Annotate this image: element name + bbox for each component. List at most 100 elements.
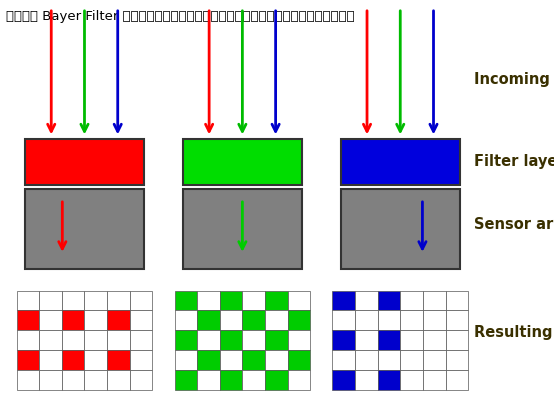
Bar [183,139,302,185]
Bar [243,291,265,310]
Bar [423,330,445,350]
Bar [265,291,288,310]
Bar [378,291,400,310]
Bar [445,310,468,330]
Bar [265,330,288,350]
Bar [197,291,220,310]
Bar [175,310,197,330]
Bar [445,370,468,390]
Bar [107,350,130,370]
Text: Incoming light: Incoming light [474,72,554,87]
Bar [130,330,152,350]
Text: Filter layer: Filter layer [474,154,554,169]
Text: Sensor array: Sensor array [474,217,554,232]
Bar [84,310,107,330]
Bar [17,350,39,370]
Bar [400,310,423,330]
Bar [265,370,288,390]
Bar [288,350,310,370]
Bar [62,310,84,330]
Bar [378,330,400,350]
Bar [445,330,468,350]
Bar [130,291,152,310]
Bar [130,350,152,370]
Bar [220,330,243,350]
Bar [183,189,302,269]
Bar [341,139,460,185]
Bar [220,291,243,310]
Bar [84,350,107,370]
Bar [355,310,378,330]
Bar [288,310,310,330]
Bar [175,330,197,350]
Bar [288,291,310,310]
Bar [400,291,423,310]
Bar [378,310,400,330]
Bar [84,330,107,350]
Bar [197,370,220,390]
Bar [107,310,130,330]
Bar [17,291,39,310]
Bar [62,370,84,390]
Bar [62,350,84,370]
Bar [107,330,130,350]
Bar [288,370,310,390]
Bar [423,310,445,330]
Bar [84,291,107,310]
Bar [39,291,62,310]
Bar [39,370,62,390]
Bar [25,189,144,269]
Text: 光源经过 Bayer Filter 后的发生的情况，只有特定颜色的光可以穿过相应颜色的滤波器。: 光源经过 Bayer Filter 后的发生的情况，只有特定颜色的光可以穿过相应… [6,10,354,23]
Bar [39,350,62,370]
Bar [243,370,265,390]
Bar [355,370,378,390]
Bar [423,291,445,310]
Bar [107,370,130,390]
Bar [332,370,355,390]
Bar [400,350,423,370]
Bar [197,330,220,350]
Bar [378,350,400,370]
Bar [243,350,265,370]
Bar [400,370,423,390]
Bar [17,310,39,330]
Bar [130,370,152,390]
Bar [197,310,220,330]
Bar [175,370,197,390]
Bar [39,310,62,330]
Bar [243,310,265,330]
Bar [332,330,355,350]
Bar [265,350,288,370]
Bar [423,370,445,390]
Bar [62,291,84,310]
Bar [378,370,400,390]
Bar [17,330,39,350]
Bar [220,370,243,390]
Bar [220,310,243,330]
Bar [288,330,310,350]
Bar [445,350,468,370]
Bar [25,139,144,185]
Bar [332,310,355,330]
Bar [355,330,378,350]
Bar [423,350,445,370]
Bar [355,291,378,310]
Bar [62,330,84,350]
Bar [332,350,355,370]
Bar [445,291,468,310]
Bar [355,350,378,370]
Bar [84,370,107,390]
Bar [197,350,220,370]
Text: Resulting pattern: Resulting pattern [474,325,554,340]
Bar [265,310,288,330]
Bar [332,291,355,310]
Bar [17,370,39,390]
Bar [175,350,197,370]
Bar [107,291,130,310]
Bar [220,350,243,370]
Bar [400,330,423,350]
Bar [39,330,62,350]
Bar [175,291,197,310]
Bar [243,330,265,350]
Bar [130,310,152,330]
